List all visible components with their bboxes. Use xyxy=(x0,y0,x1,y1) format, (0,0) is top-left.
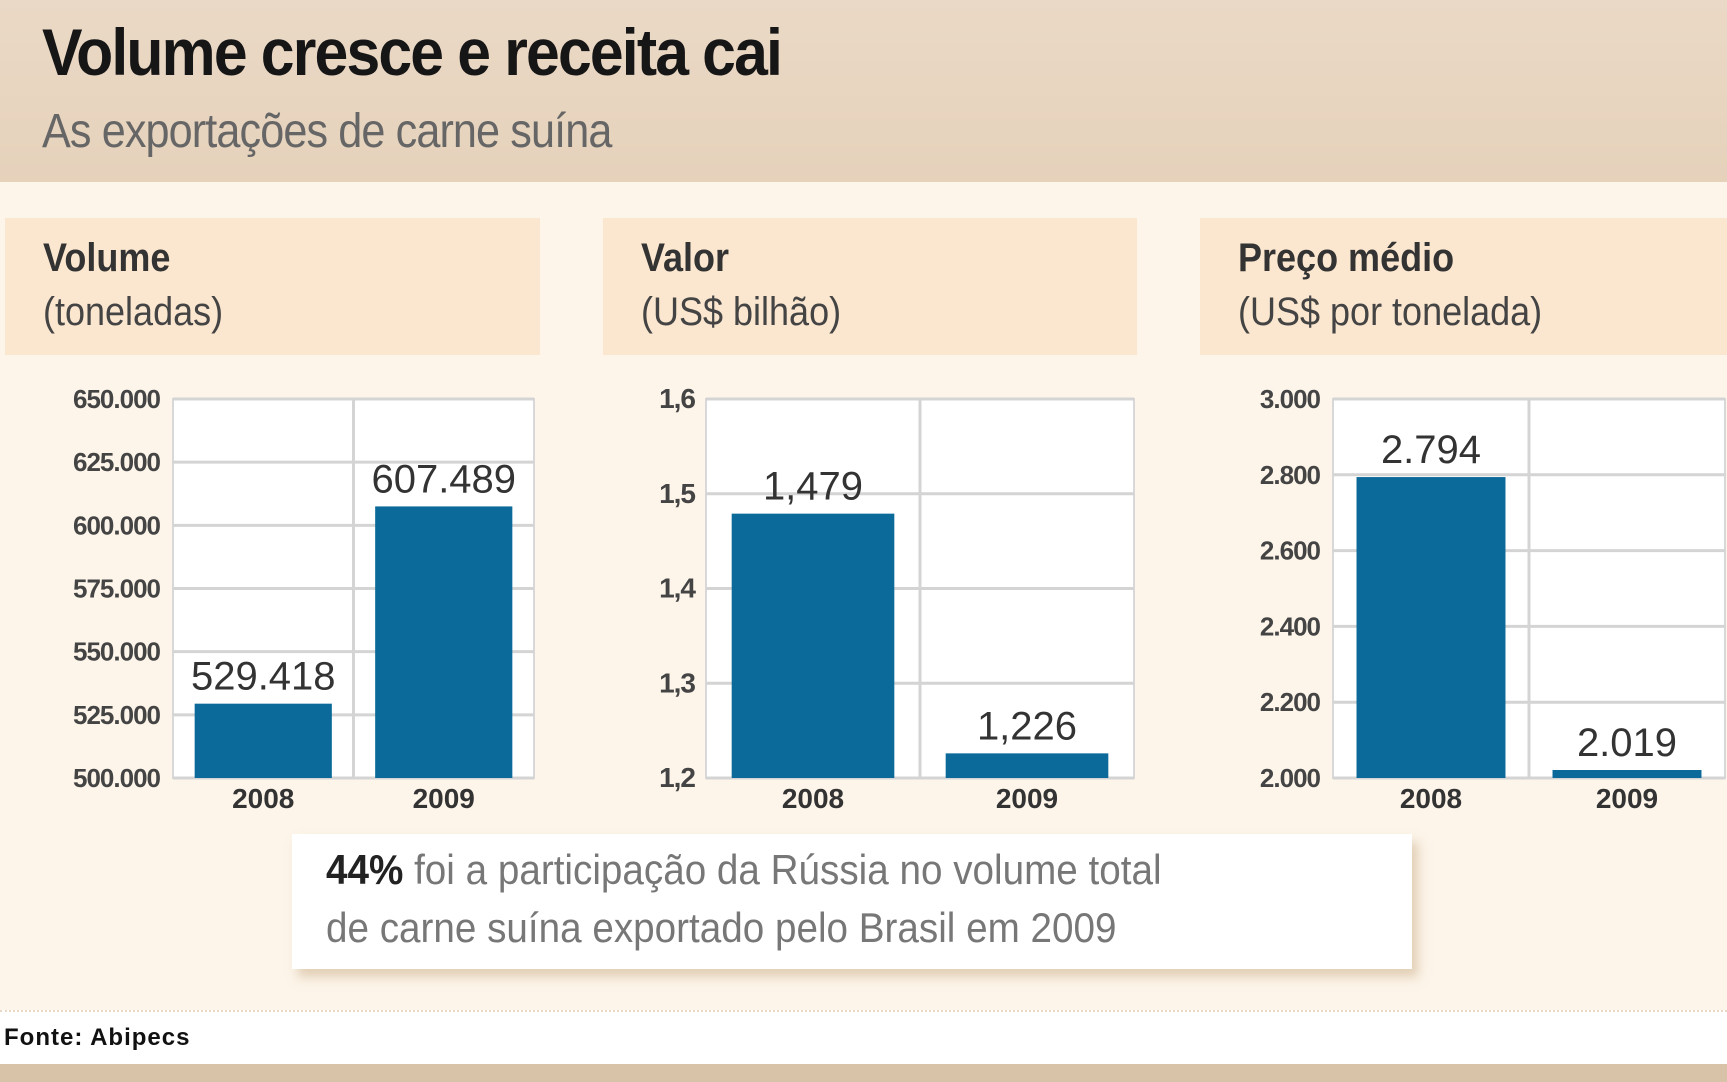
y-tick-label: 500.000 xyxy=(73,763,161,793)
value-label: 1,479 xyxy=(763,465,863,509)
x-tick-label: 2008 xyxy=(1400,783,1462,814)
annotation-line1: foi a participação da Rússia no volume t… xyxy=(403,846,1162,893)
bar-2009 xyxy=(1552,770,1702,778)
preco-chart: 2.000 2.200 2.400 2.600 2.800 3.000 2.794 2008 2… xyxy=(1260,384,1726,814)
y-tick-label: 575.000 xyxy=(73,574,161,604)
x-tick-label: 2009 xyxy=(413,783,475,814)
y-tick-label: 1,4 xyxy=(659,573,696,604)
value-label: 529.418 xyxy=(191,655,336,699)
panel-unit: (US$ por tonelada) xyxy=(1238,290,1543,334)
chart-title: Volume cresce e receita cai xyxy=(42,15,783,89)
source-bar xyxy=(0,1010,1727,1068)
y-tick-label: 600.000 xyxy=(73,510,161,540)
x-tick-label: 2009 xyxy=(996,783,1058,814)
value-label: 2.019 xyxy=(1577,721,1677,765)
y-tick-label: 2.800 xyxy=(1260,460,1321,490)
bar-2008 xyxy=(1356,477,1506,778)
volume-chart: 500.000 525.000 550.000 575.000 600.000 625.0… xyxy=(73,384,535,814)
bar-2008 xyxy=(731,513,895,778)
y-tick-label: 1,2 xyxy=(659,762,695,793)
y-tick-label: 625.000 xyxy=(73,447,161,477)
x-tick-label: 2008 xyxy=(782,783,844,814)
y-tick-label: 1,3 xyxy=(659,667,695,698)
y-tick-label: 650.000 xyxy=(73,384,161,414)
annotation-line2: de carne suína exportado pelo Brasil em … xyxy=(326,904,1117,951)
bar-2009 xyxy=(375,506,513,778)
panel-header-preco: Preço médio (US$ por tonelada) xyxy=(1200,218,1727,355)
panel-unit: (toneladas) xyxy=(43,290,224,334)
valor-chart: 1,2 1,3 1,4 1,5 1,6 1,479 2008 1,226 2009 xyxy=(659,383,1135,814)
value-label: 607.489 xyxy=(371,457,516,501)
value-label: 2.794 xyxy=(1381,428,1481,472)
y-tick-label: 2.000 xyxy=(1260,763,1321,793)
bottom-stripe xyxy=(0,1064,1727,1082)
x-tick-label: 2009 xyxy=(1596,783,1658,814)
panel-title: Preço médio xyxy=(1238,236,1455,280)
y-tick-label: 2.200 xyxy=(1260,687,1321,717)
annotation-highlight: 44% xyxy=(326,846,404,893)
chart-subtitle: As exportações de carne suína xyxy=(42,105,612,158)
y-tick-label: 1,6 xyxy=(659,383,695,414)
panel-title: Valor xyxy=(641,236,730,280)
source-note: Fonte: Abipecs xyxy=(4,1024,191,1051)
y-tick-label: 2.400 xyxy=(1260,611,1321,641)
x-tick-label: 2008 xyxy=(232,783,294,814)
bar-2009 xyxy=(945,753,1109,778)
panel-header-volume: Volume (toneladas) xyxy=(5,218,540,355)
panel-unit: (US$ bilhão) xyxy=(641,290,842,334)
y-tick-label: 2.600 xyxy=(1260,536,1321,566)
y-tick-label: 550.000 xyxy=(73,637,161,667)
y-tick-label: 3.000 xyxy=(1260,384,1321,414)
header: Volume cresce e receita cai As exportaçõ… xyxy=(0,0,1727,182)
y-tick-label: 525.000 xyxy=(73,700,161,730)
panel-header-valor: Valor (US$ bilhão) xyxy=(603,218,1137,355)
panel-title: Volume xyxy=(43,236,171,280)
y-tick-label: 1,5 xyxy=(659,478,695,509)
bar-2008 xyxy=(194,703,332,778)
annotation-box: 44% foi a participação da Rússia no volu… xyxy=(292,834,1412,969)
value-label: 1,226 xyxy=(977,704,1077,748)
